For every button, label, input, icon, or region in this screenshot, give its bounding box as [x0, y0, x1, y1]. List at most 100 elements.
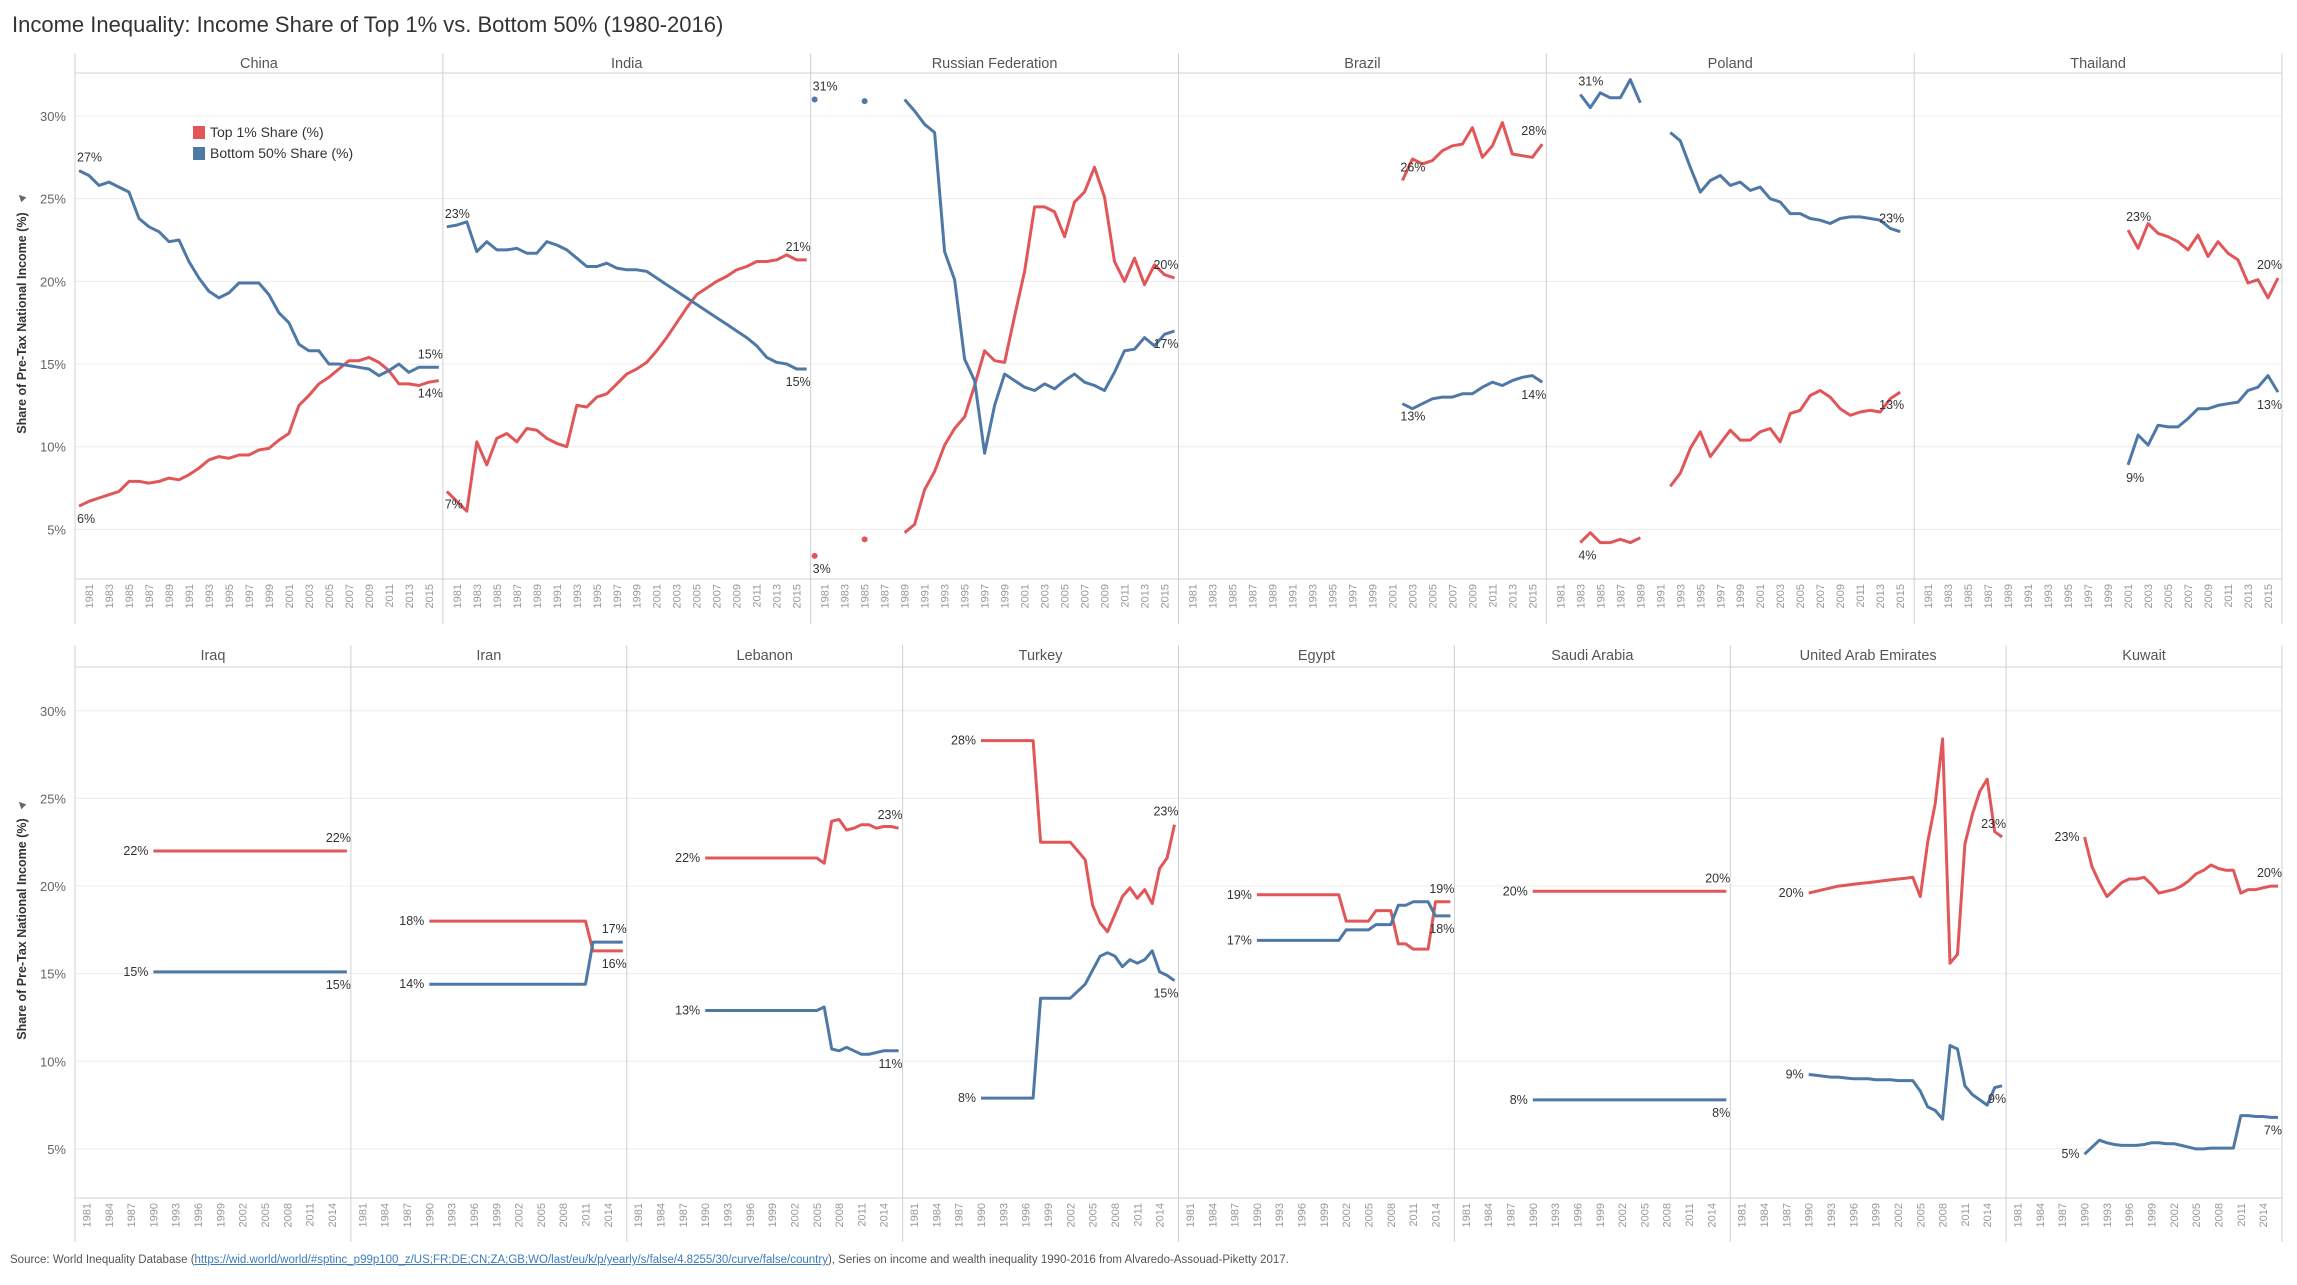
data-label-start: 28%: [951, 734, 976, 748]
data-label-end: 20%: [1705, 871, 1730, 885]
data-label-end: 14%: [1521, 388, 1546, 402]
footer-prefix: Source: World Inequality Database (: [10, 1254, 195, 1266]
data-label-start: 4%: [1578, 549, 1596, 563]
data-label-end: 23%: [1981, 817, 2006, 831]
x-tick-label: 1987: [1615, 584, 1627, 608]
data-label-start: 31%: [1578, 74, 1603, 88]
x-tick-label: 2013: [2243, 584, 2255, 608]
x-tick-label: 1987: [954, 1203, 966, 1227]
x-tick-label: 1995: [1327, 584, 1339, 608]
x-tick-label: 2005: [1795, 584, 1807, 608]
x-tick-label: 1993: [1675, 584, 1687, 608]
legend[interactable]: Top 1% Share (%) Bottom 50% Share (%): [193, 122, 353, 164]
x-tick-label: 1989: [900, 584, 912, 608]
x-tick-label: 1993: [940, 584, 952, 608]
bottom50-series-line: [1579, 78, 1901, 234]
data-label-start: 20%: [1779, 886, 1804, 900]
top1-series-line: [903, 165, 1175, 534]
x-tick-label: 1984: [2035, 1203, 2047, 1227]
bottom50-series-line: [705, 1005, 899, 1056]
x-tick-label: 1991: [184, 584, 196, 608]
x-tick-label: 1999: [1319, 1203, 1331, 1227]
data-label-start: 9%: [1786, 1067, 1804, 1081]
source-link[interactable]: https://wid.world/world/#sptinc_p99p100_…: [194, 1254, 828, 1266]
data-label-start: 6%: [77, 512, 95, 526]
x-tick-label: 2003: [1407, 584, 1419, 608]
x-tick-label: 2003: [2143, 584, 2155, 608]
x-tick-label: 2007: [1447, 584, 1459, 608]
x-tick-label: 1981: [1555, 584, 1567, 608]
x-tick-label: 1987: [126, 1203, 138, 1227]
x-tick-label: 2014: [327, 1203, 339, 1227]
top1-series-line: [2126, 222, 2280, 300]
y-tick-label: 5%: [47, 1142, 66, 1157]
x-tick-label: 2011: [1684, 1203, 1696, 1227]
legend-swatch-red: [193, 126, 205, 139]
data-label-end: 13%: [2257, 398, 2282, 412]
top1-series-line: [1256, 893, 1451, 951]
x-tick-label: 2011: [2236, 1203, 2248, 1227]
x-tick-label: 1987: [1983, 584, 1995, 608]
data-label-start: 19%: [1227, 888, 1252, 902]
bottom50-series-line: [78, 169, 439, 378]
data-label-end: 15%: [418, 347, 443, 361]
x-tick-label: 2009: [732, 584, 744, 608]
x-tick-label: 1987: [678, 1203, 690, 1227]
x-tick-label: 1983: [472, 584, 484, 608]
chart-title: Income Inequality: Income Share of Top 1…: [12, 12, 724, 37]
x-tick-label: 2013: [1507, 584, 1519, 608]
x-tick-label: 1991: [552, 584, 564, 608]
panel-header-iraq: Iraq: [200, 648, 225, 664]
y-tick-label: 15%: [40, 967, 66, 982]
x-tick-label: 1985: [1227, 584, 1239, 608]
y-tick-label: 20%: [40, 274, 66, 289]
bottom50-series-line: [2126, 374, 2280, 466]
x-tick-label: 1981: [1461, 1203, 1473, 1227]
x-tick-label: 1995: [224, 584, 236, 608]
x-tick-label: 2014: [1430, 1203, 1442, 1227]
x-tick-label: 1981: [452, 584, 464, 608]
data-label-start: 23%: [445, 207, 470, 221]
x-tick-label: 2003: [672, 584, 684, 608]
x-tick-label: 1999: [1871, 1203, 1883, 1227]
legend-item-top1[interactable]: Top 1% Share (%): [193, 122, 353, 143]
footer-suffix: ), Series on income and wealth inequalit…: [827, 1254, 1289, 1266]
x-tick-label: 2011: [1132, 1203, 1144, 1227]
x-tick-label: 2011: [1487, 584, 1499, 608]
x-tick-label: 1985: [1963, 584, 1975, 608]
x-tick-label: 1990: [1252, 1203, 1264, 1227]
x-tick-label: 2002: [1893, 1203, 1905, 1227]
panel-header-india: India: [611, 56, 643, 72]
top1-series-line: [1401, 121, 1544, 182]
x-tick-label: 1987: [402, 1203, 414, 1227]
data-label-start: 8%: [1510, 1093, 1528, 1107]
panel-header-united-arab-emirates: United Arab Emirates: [1800, 648, 1937, 664]
x-tick-label: 1981: [1187, 584, 1199, 608]
x-tick-label: 2008: [834, 1203, 846, 1227]
x-tick-label: 1990: [700, 1203, 712, 1227]
x-tick-label: 2008: [2213, 1203, 2225, 1227]
top1-series-line: [981, 739, 1176, 934]
x-tick-label: 2011: [856, 1203, 868, 1227]
bottom50-series-line: [2083, 1114, 2278, 1156]
x-tick-label: 2005: [692, 584, 704, 608]
x-tick-label: 2008: [1386, 1203, 1398, 1227]
x-tick-label: 2005: [2163, 584, 2175, 608]
x-tick-label: 1990: [424, 1203, 436, 1227]
x-tick-label: 2003: [1040, 584, 1052, 608]
x-tick-label: 1996: [1021, 1203, 1033, 1227]
data-label-start: 8%: [958, 1091, 976, 1105]
x-tick-label: 1987: [1247, 584, 1259, 608]
x-tick-label: 1995: [960, 584, 972, 608]
legend-item-bottom50[interactable]: Bottom 50% Share (%): [193, 143, 353, 164]
x-tick-label: 1999: [215, 1203, 227, 1227]
data-label-start: 18%: [399, 914, 424, 928]
x-tick-label: 1981: [84, 584, 96, 608]
x-tick-label: 2008: [1662, 1203, 1674, 1227]
x-tick-label: 1999: [264, 584, 276, 608]
x-tick-label: 1989: [1267, 584, 1279, 608]
x-tick-label: 1984: [1483, 1203, 1495, 1227]
x-tick-label: 1981: [633, 1203, 645, 1227]
x-tick-label: 1999: [1043, 1203, 1055, 1227]
data-label-start: 14%: [399, 977, 424, 991]
